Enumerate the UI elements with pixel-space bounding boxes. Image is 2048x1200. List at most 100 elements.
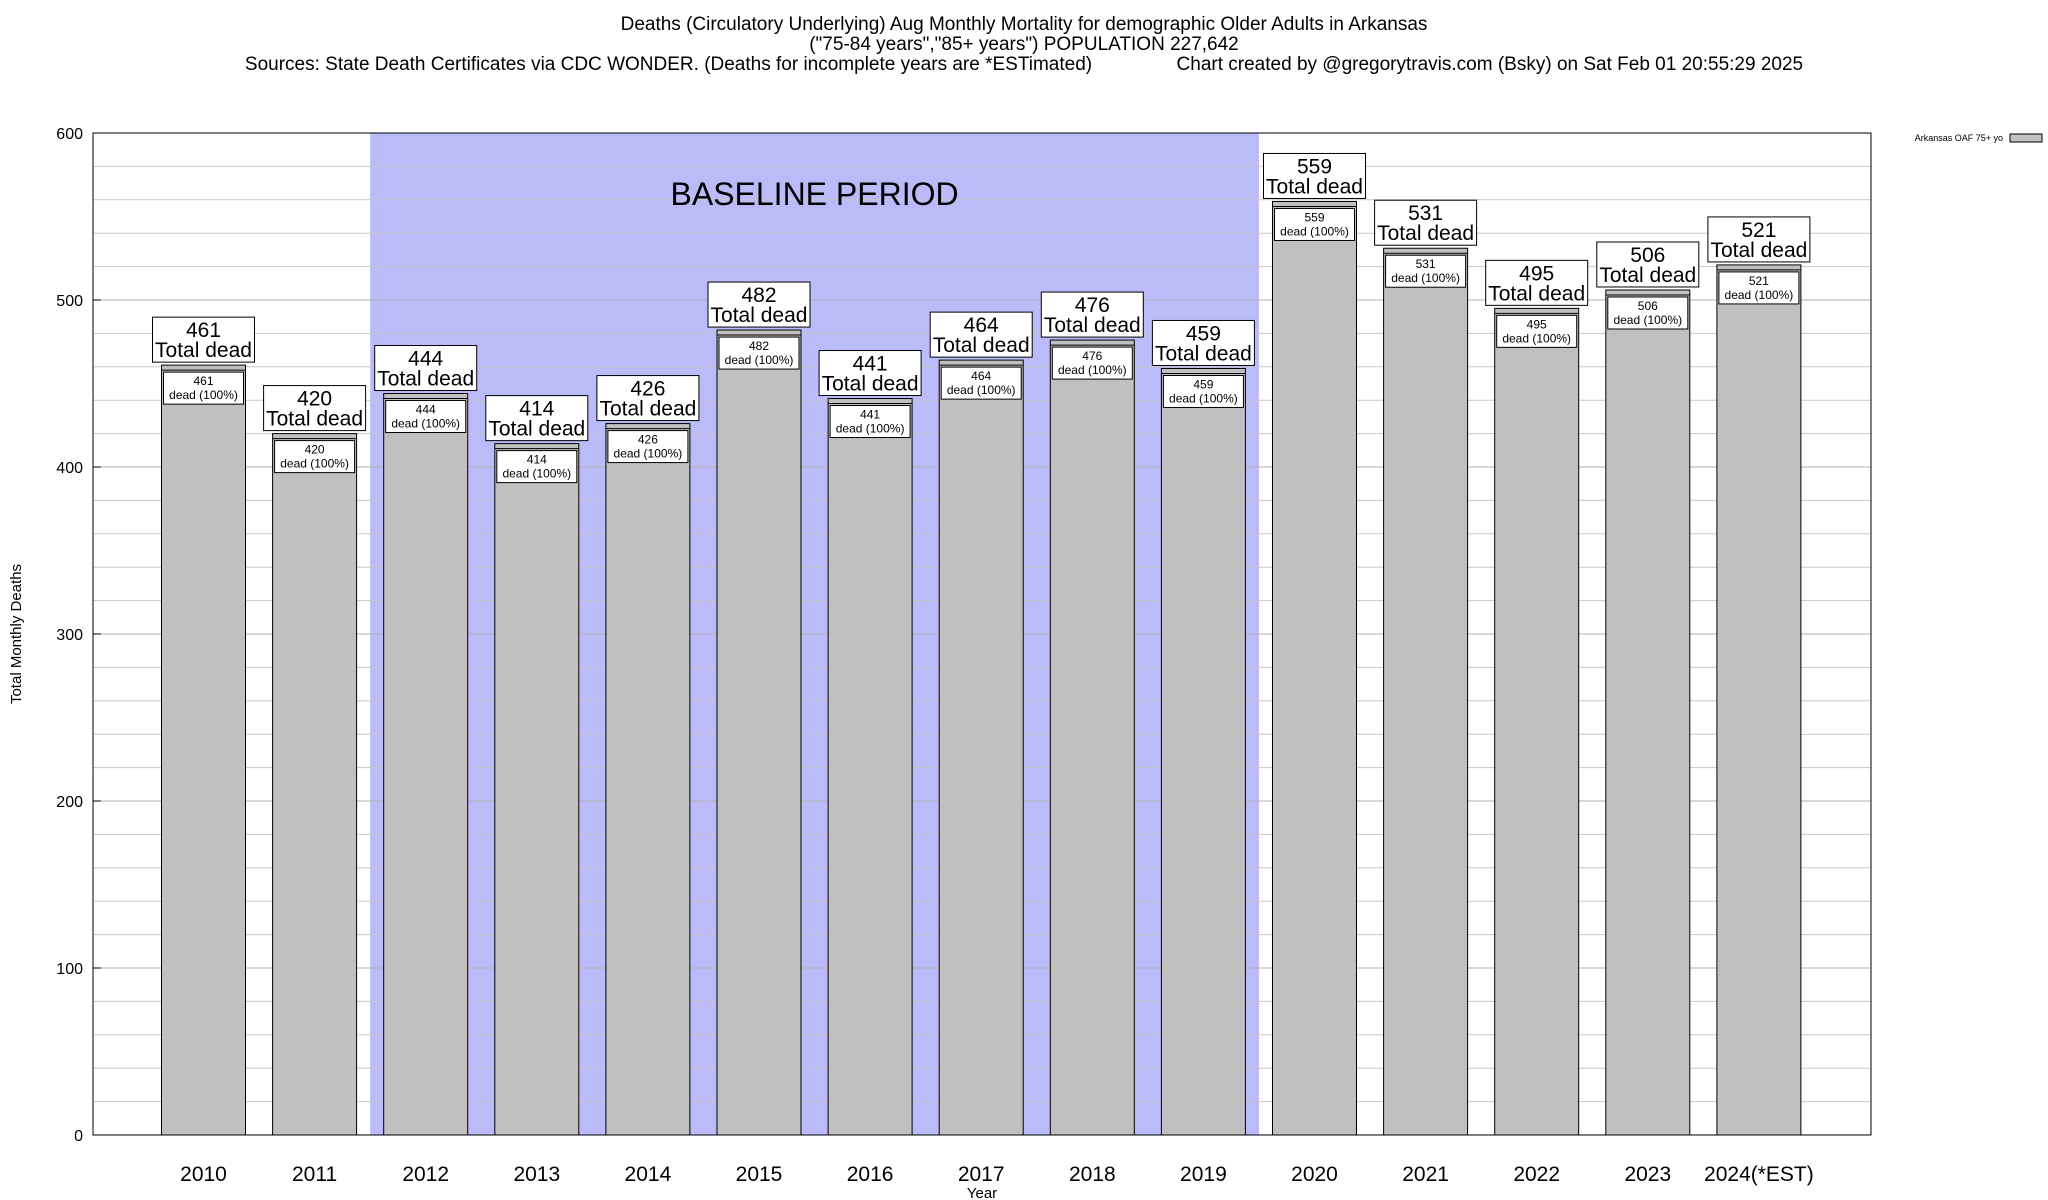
inner-value-label: 426: [638, 433, 658, 447]
total-value-label: 426: [630, 378, 665, 401]
total-label-box: [1040, 291, 1144, 338]
bar-2021: [1383, 247, 1469, 1136]
chart-title: Deaths (Circulatory Underlying) Aug Mont…: [620, 14, 1428, 35]
inner-pct-label: dead (100%): [169, 388, 238, 402]
total-value-label: 506: [1630, 244, 1665, 267]
chart-subtitle: ("75-84 years","85+ years") POPULATION 2…: [809, 34, 1239, 55]
total-dead-label: Total dead: [155, 339, 252, 362]
total-label-box: [1151, 319, 1255, 366]
total-label-box: [596, 375, 700, 422]
inner-pct-label: dead (100%): [391, 417, 460, 431]
x-tick-label: 2021: [1402, 1163, 1449, 1186]
x-axis-label: Year: [967, 1185, 997, 1200]
y-axis-label: Total Monthly Deaths: [8, 564, 25, 704]
bar-2016: [827, 398, 913, 1136]
y-tick-label: 500: [56, 293, 83, 310]
total-value-label: 482: [741, 284, 776, 307]
total-dead-label: Total dead: [1599, 264, 1696, 287]
total-dead-label: Total dead: [822, 373, 919, 396]
inner-label-box: [829, 405, 911, 439]
total-dead-label: Total dead: [933, 334, 1030, 357]
total-value-label: 420: [297, 388, 332, 411]
total-label-box: [707, 281, 811, 328]
total-value-label: 464: [964, 314, 999, 337]
total-dead-label: Total dead: [377, 368, 474, 391]
x-tick-label: 2016: [847, 1163, 894, 1186]
total-label-box: [263, 385, 367, 432]
chart-header: Deaths (Circulatory Underlying) Aug Mont…: [0, 0, 2048, 90]
inner-pct-label: dead (100%): [502, 467, 571, 481]
inner-pct-label: dead (100%): [1058, 363, 1127, 377]
total-value-label: 461: [186, 319, 221, 342]
total-label-box: [929, 311, 1033, 358]
total-dead-label: Total dead: [1266, 175, 1363, 198]
inner-value-label: 444: [416, 403, 436, 417]
y-tick-label: 100: [56, 961, 83, 978]
inner-value-label: 420: [305, 443, 325, 457]
total-label-box: [1263, 152, 1366, 199]
total-label-box: [485, 395, 589, 442]
inner-label-box: [1051, 346, 1133, 380]
inner-label-box: [1274, 207, 1355, 241]
inner-label-box: [1162, 374, 1244, 408]
inner-label-box: [1607, 296, 1689, 330]
inner-value-label: 476: [1082, 349, 1102, 363]
inner-value-label: 414: [527, 453, 547, 467]
inner-value-label: 441: [860, 408, 880, 422]
inner-value-label: 482: [749, 339, 769, 353]
total-value-label: 476: [1075, 294, 1110, 317]
total-label-box: [1374, 199, 1478, 246]
x-tick-label: 2011: [292, 1163, 337, 1186]
total-dead-label: Total dead: [711, 304, 808, 327]
x-tick-label: 2014: [625, 1163, 672, 1186]
total-label-box: [1596, 241, 1700, 288]
total-label-box: [1707, 216, 1811, 263]
total-label-box: [818, 350, 922, 397]
total-label-box: [1485, 259, 1589, 306]
inner-label-box: [274, 440, 356, 474]
inner-label-box: [385, 400, 467, 434]
inner-pct-label: dead (100%): [1502, 331, 1571, 345]
inner-pct-label: dead (100%): [1613, 313, 1682, 327]
total-label-box: [152, 316, 255, 363]
total-dead-label: Total dead: [1155, 342, 1252, 365]
bar-2010: [161, 364, 246, 1136]
inner-label-box: [1385, 254, 1467, 288]
inner-pct-label: dead (100%): [725, 353, 794, 367]
baseline-period-label: BASELINE PERIOD: [671, 176, 959, 212]
legend-label: Arkansas OAF 75+ yo: [1915, 133, 2003, 143]
bar-2018: [1049, 339, 1135, 1136]
inner-label-box: [607, 430, 689, 464]
inner-label-box: [496, 450, 578, 484]
inner-pct-label: dead (100%): [947, 383, 1016, 397]
y-tick-label: 300: [56, 627, 83, 644]
inner-pct-label: dead (100%): [1391, 271, 1460, 285]
inner-value-label: 464: [971, 369, 991, 383]
inner-label-box: [1718, 271, 1800, 305]
total-value-label: 559: [1297, 155, 1332, 178]
inner-pct-label: dead (100%): [614, 447, 683, 461]
total-value-label: 521: [1741, 219, 1776, 242]
total-value-label: 495: [1519, 262, 1554, 285]
inner-value-label: 495: [1527, 317, 1547, 331]
inner-value-label: 459: [1193, 377, 1213, 391]
bar-2015: [716, 329, 802, 1136]
inner-value-label: 506: [1638, 299, 1658, 313]
x-tick-label: 2023: [1624, 1163, 1671, 1186]
bar-2019: [1160, 367, 1246, 1136]
inner-value-label: 521: [1749, 274, 1769, 288]
bar-2012: [383, 393, 469, 1136]
total-dead-label: Total dead: [1377, 222, 1474, 245]
y-tick-label: 600: [56, 126, 83, 143]
bar-2022: [1494, 307, 1580, 1136]
legend: Arkansas OAF 75+ yo: [1915, 133, 2043, 143]
total-value-label: 444: [408, 348, 443, 371]
x-tick-label: 2020: [1291, 1163, 1338, 1186]
x-axis-ticks: 2010 2011 2012 2013 2014 2015 2016 2017 2018 2019…: [180, 1163, 1814, 1186]
inner-pct-label: dead (100%): [280, 457, 349, 471]
bar-2014: [605, 423, 691, 1136]
inner-value-label: 559: [1304, 210, 1324, 224]
total-dead-label: Total dead: [1710, 239, 1807, 262]
x-tick-label: 2013: [513, 1163, 560, 1186]
